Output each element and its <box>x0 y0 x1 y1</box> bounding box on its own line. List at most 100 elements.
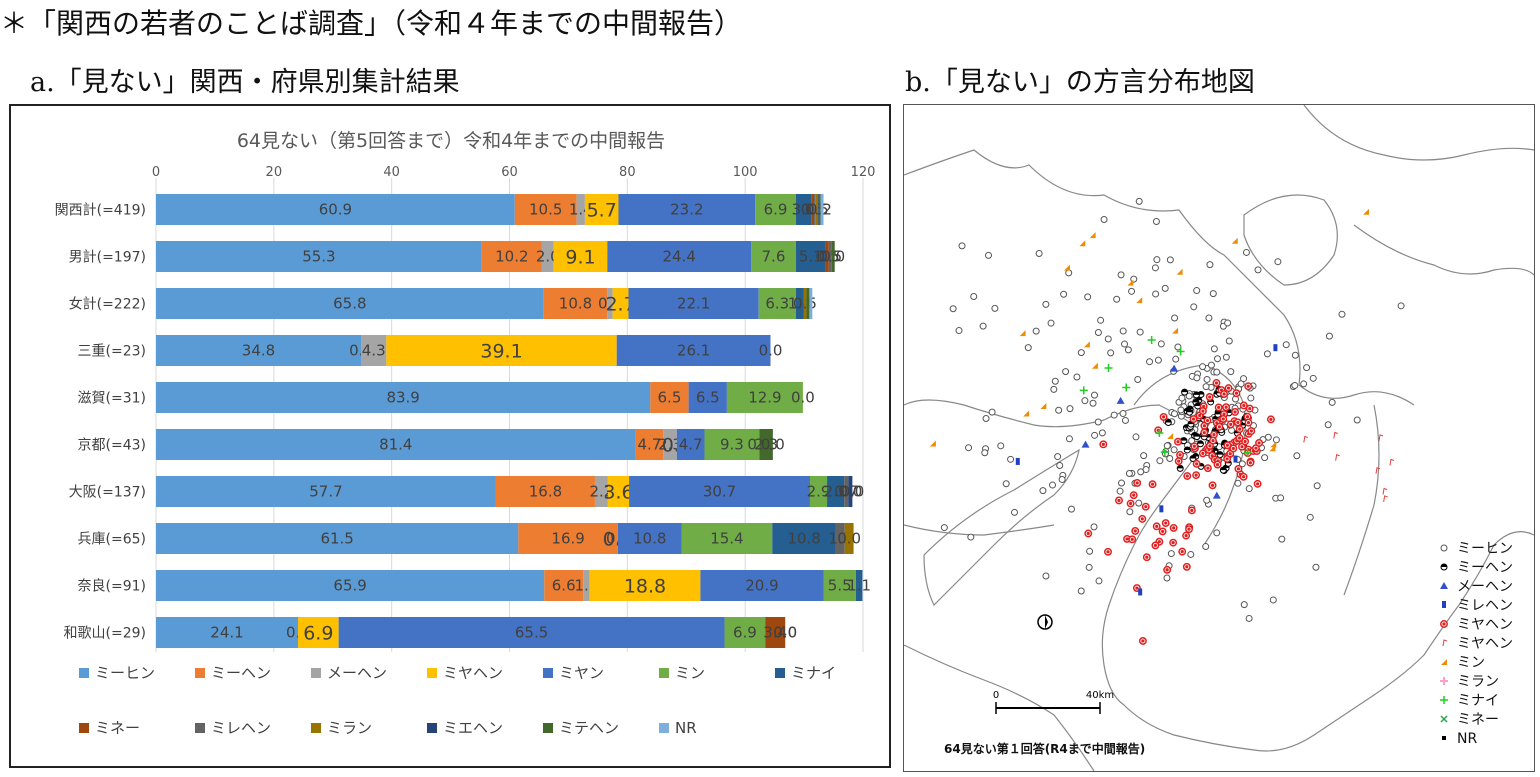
marker-miihin <box>1170 410 1178 418</box>
marker-min <box>1176 268 1183 275</box>
marker-miihen-fill <box>1193 391 1200 395</box>
marker-miyahen-fill <box>1140 517 1144 521</box>
marker-miyahen-fill <box>1145 555 1149 559</box>
marker-miyahen-fill <box>1243 439 1247 444</box>
category-label: 滋賀(=31) <box>78 391 146 407</box>
marker-miihin <box>1224 319 1232 327</box>
bar-segment <box>541 241 554 272</box>
category-label: 関西計(=419) <box>55 203 146 219</box>
marker-miyahen-fill <box>1135 586 1139 590</box>
marker-miihin <box>1010 508 1018 516</box>
marker-miyahen-fill <box>1254 446 1258 450</box>
data-label: 5.5 <box>828 577 852 595</box>
category-label: 女計(=222) <box>69 296 146 313</box>
marker-miyahen-fill <box>1125 537 1129 541</box>
category-label: 兵庫(=65) <box>78 531 146 548</box>
marker-miihin <box>1240 375 1248 383</box>
bar-segment <box>481 241 542 272</box>
marker-min <box>1167 432 1174 439</box>
marker-mirehen <box>1159 505 1164 513</box>
marker-miyahen-fill <box>1184 534 1188 538</box>
marker-min <box>1441 659 1447 665</box>
marker-miihin <box>1210 345 1218 353</box>
marker-miyahen-fill <box>1206 466 1210 470</box>
marker-miyahen-tick <box>1303 435 1308 443</box>
marker-miihin <box>1104 335 1112 343</box>
marker-min <box>1091 362 1098 369</box>
marker-miyahen-fill <box>1237 436 1242 440</box>
marker-miyahen-fill <box>1269 417 1273 421</box>
data-label: 10.2 <box>495 248 528 266</box>
bar-segment <box>844 523 854 554</box>
data-label: 5.7 <box>587 200 617 222</box>
bar-segment <box>809 476 828 507</box>
marker-miihin <box>1234 479 1242 487</box>
marker-miyahen-fill <box>1217 425 1221 429</box>
bar-segment <box>584 194 619 225</box>
marker-miyahen-fill <box>1129 501 1133 506</box>
bar-segment <box>726 382 803 413</box>
marker-miihin <box>1209 290 1217 298</box>
marker-miyahen-fill <box>1225 457 1229 461</box>
bar-segment <box>156 570 545 601</box>
marker-miihin <box>1086 547 1094 555</box>
marker-miihin <box>1178 394 1186 402</box>
bar-segment <box>629 476 810 507</box>
marker-miyahen-fill <box>1130 537 1134 541</box>
bar-segment <box>386 335 617 366</box>
bar-segment <box>156 382 651 413</box>
survey-point-markers <box>929 197 1405 645</box>
bar-segment <box>589 570 701 601</box>
map-panel-heading: b.「見ない」の方言分布地図 <box>905 67 1255 98</box>
marker-miyahen-fill <box>1226 386 1231 390</box>
marker-miihin <box>965 444 973 452</box>
data-label: 5.1 <box>799 248 823 266</box>
marker-miihin <box>1166 455 1174 463</box>
marker-miihin <box>1157 340 1165 348</box>
marker-miihin <box>1146 358 1154 366</box>
marker-miyahen-fill <box>1164 521 1168 525</box>
marker-miihin <box>1055 406 1063 414</box>
marker-miihin <box>1282 341 1290 349</box>
marker-miihin <box>1278 535 1286 543</box>
marker-min <box>1040 403 1047 410</box>
marker-miihin <box>1227 368 1235 376</box>
bar-segment <box>823 570 856 601</box>
data-label: 24.1 <box>210 624 243 642</box>
bar-segment <box>617 523 682 554</box>
marker-miihin <box>1119 410 1127 418</box>
bar-segment <box>607 241 752 272</box>
data-label: 6.9 <box>764 201 788 219</box>
marker-miihen-fill <box>1186 409 1193 413</box>
marker-min <box>1023 410 1030 417</box>
marker-miihin <box>1163 442 1171 450</box>
marker-miihen-fill <box>1181 389 1188 393</box>
marker-miihen-fill <box>1177 465 1184 469</box>
data-label: 4.7 <box>637 436 661 454</box>
bar-segment <box>607 288 613 319</box>
marker-miihin <box>1062 368 1070 376</box>
x-tick-label: 120 <box>851 165 876 180</box>
marker-miyahen-fill <box>1117 498 1121 503</box>
map-legend-entry: ミラン <box>1457 674 1499 690</box>
marker-miihin <box>1054 453 1062 461</box>
legend-swatch <box>311 723 321 733</box>
marker-miihin <box>1089 399 1097 407</box>
marker-miihin <box>1313 482 1321 490</box>
marker-miihin <box>1098 429 1106 437</box>
marker-miihin <box>1324 421 1332 429</box>
legend-entry: ミン <box>675 664 705 682</box>
marker-miihin <box>1306 513 1314 521</box>
legend-entry: ミーヒン <box>95 664 155 682</box>
marker-miyahen-fill <box>1222 412 1226 416</box>
marker-miyahen-fill <box>1221 417 1225 421</box>
data-label: 2.9 <box>824 483 848 501</box>
marker-meehen <box>1170 364 1179 372</box>
marker-miyahen-fill <box>1231 446 1235 451</box>
marker-miihin <box>1039 487 1047 495</box>
marker-miyahen-fill <box>1132 493 1136 497</box>
data-label: 0.0 <box>773 624 797 642</box>
marker-miyahen-fill <box>1236 467 1241 471</box>
map-legend-entry: ミネー <box>1457 712 1499 728</box>
data-label: 26.1 <box>677 342 710 360</box>
